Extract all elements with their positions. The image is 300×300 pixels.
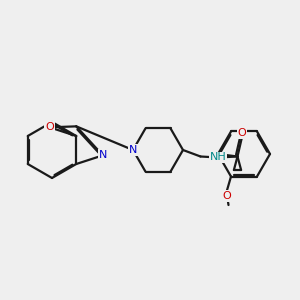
Text: O: O [223, 191, 231, 201]
Text: O: O [45, 122, 54, 132]
Text: N: N [129, 145, 137, 155]
Text: NH: NH [210, 152, 226, 163]
Text: O: O [238, 128, 246, 138]
Text: N: N [99, 150, 107, 160]
